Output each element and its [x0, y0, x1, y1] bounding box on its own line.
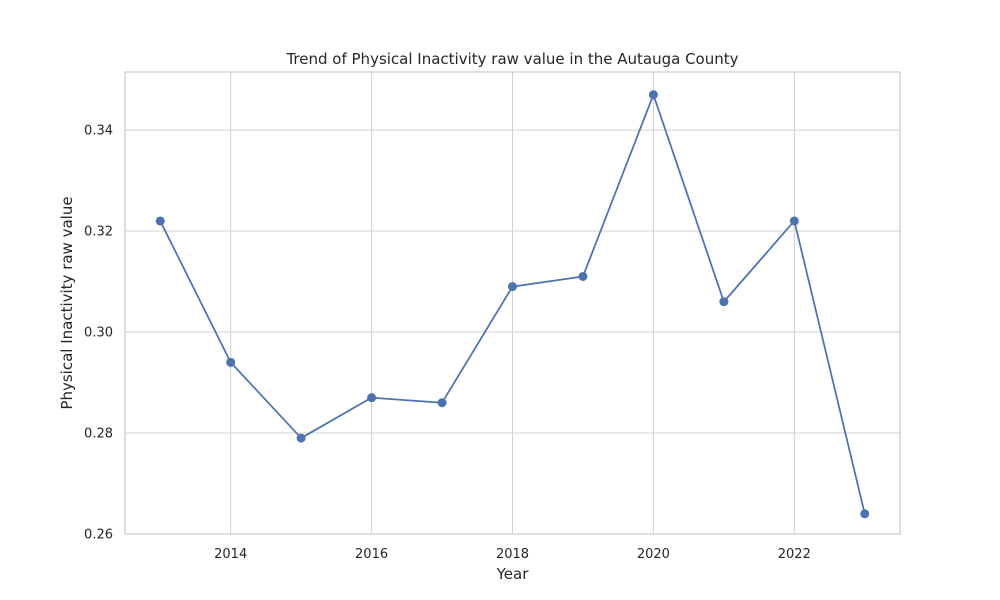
- x-tick-label: 2018: [496, 547, 529, 562]
- x-tick-label: 2022: [778, 547, 811, 562]
- x-tick-labels: 2014 2016 2018 2020 2022: [214, 547, 811, 562]
- y-tick-labels: 0.26 0.28 0.30 0.32 0.34: [84, 124, 113, 543]
- data-point: [789, 216, 799, 226]
- x-axis-label: Year: [496, 565, 530, 583]
- data-point: [437, 398, 447, 408]
- x-tick-label: 2014: [214, 547, 247, 562]
- y-tick-label: 0.32: [84, 225, 113, 240]
- grid: [125, 72, 900, 535]
- data-point: [578, 271, 588, 281]
- chart-title: Trend of Physical Inactivity raw value i…: [285, 50, 738, 68]
- data-point: [508, 282, 517, 292]
- y-tick-label: 0.28: [84, 427, 113, 442]
- data-point: [860, 509, 870, 519]
- data-point: [155, 216, 165, 226]
- y-tick-label: 0.30: [84, 326, 113, 341]
- data-point: [367, 393, 377, 403]
- data-point: [719, 297, 729, 307]
- y-tick-label: 0.34: [84, 124, 113, 139]
- x-tick-label: 2020: [637, 547, 670, 562]
- data-point: [296, 433, 306, 443]
- x-tick-label: 2016: [355, 547, 388, 562]
- y-axis-label: Physical Inactivity raw value: [58, 196, 76, 409]
- y-tick-label: 0.26: [84, 528, 113, 543]
- series-layer: [155, 90, 870, 519]
- plot-frame: [124, 71, 901, 535]
- data-point: [226, 357, 236, 367]
- data-point: [648, 90, 658, 100]
